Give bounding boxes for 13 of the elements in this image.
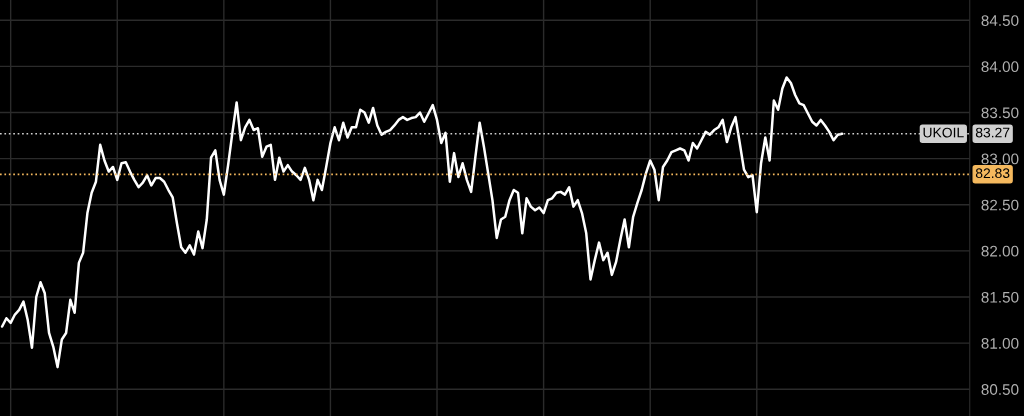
y-tick-label: 83.50 (981, 107, 1019, 119)
y-tick-label: 81.00 (981, 338, 1019, 349)
y-tick-label: 81.50 (981, 291, 1019, 303)
y-tick-label: 82.50 (981, 199, 1019, 211)
y-tick-label: 84.50 (981, 15, 1019, 26)
y-tick-label: 82.00 (981, 245, 1019, 257)
text: 82.83 (975, 168, 1010, 179)
y-tick-label: 84.00 (981, 61, 1019, 73)
text: 83.27 (975, 127, 1010, 138)
y-tick-label: 80.50 (981, 384, 1019, 395)
ref-line-label: UKOIL (923, 127, 964, 138)
y-tick-label: 83.00 (981, 153, 1019, 165)
line-series (0, 76, 844, 369)
